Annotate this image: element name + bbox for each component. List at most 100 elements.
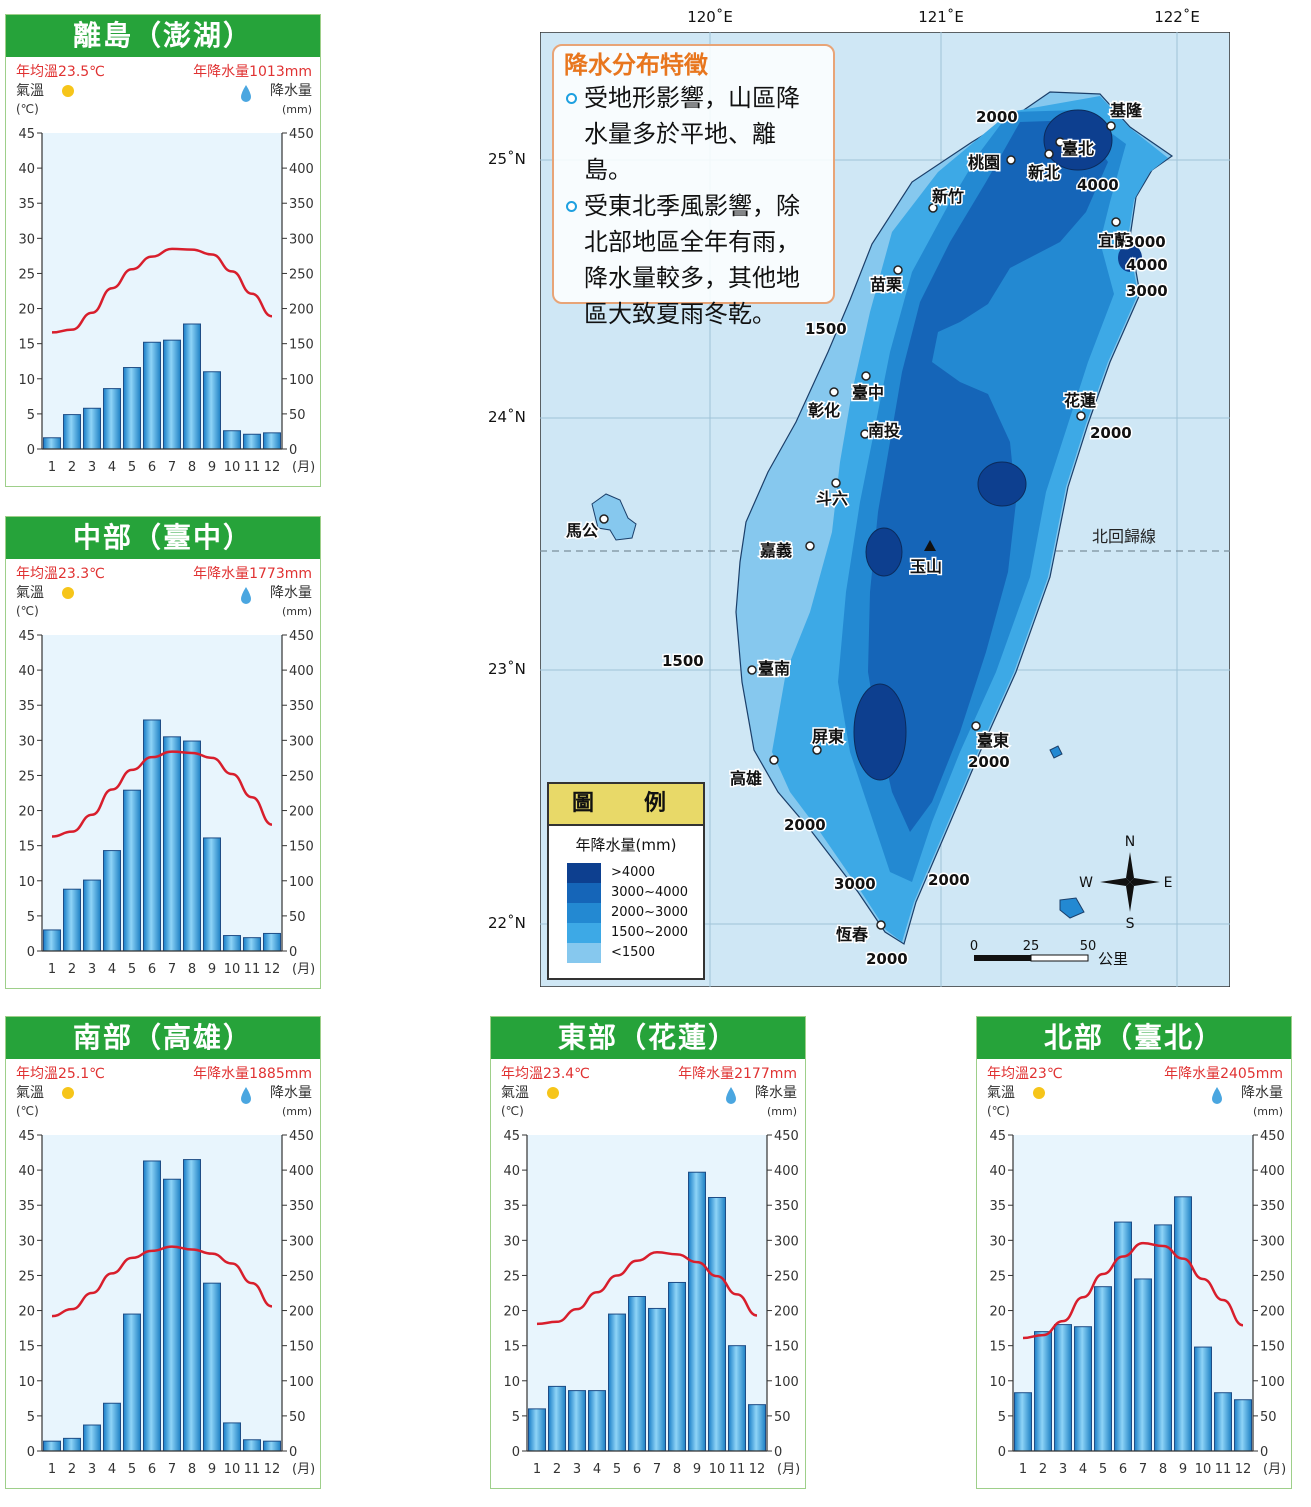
city-label: 南投: [868, 421, 900, 440]
precip-bar: [263, 932, 281, 952]
temp-tick-label: 45: [18, 1129, 35, 1144]
month-tick-label: 11: [244, 1462, 261, 1477]
climate-panel-taichung: 中部（臺中） 年均溫23.3℃ 年降水量1773mm 氣溫 (℃) 降水量 (mm) 0 5 1…: [5, 516, 321, 989]
city-marker: [829, 387, 839, 397]
month-tick-label: 3: [88, 1462, 96, 1477]
precip-bar: [103, 1402, 121, 1452]
info-text: 受地形影響，山區降水量多於平地、離島。: [584, 84, 800, 184]
city-marker: [769, 755, 779, 765]
temp-tick-label: 0: [512, 1445, 520, 1460]
temp-tick-label: 30: [18, 1234, 35, 1249]
precip-unit-label: (mm): [282, 605, 312, 618]
precip-bar: [1174, 1196, 1192, 1452]
precipitation-map: 基隆 臺北 新北 桃園 新竹 宜蘭 苗栗 臺中 彰化 南投 花蓮 斗六 嘉義 玉山 臺南 高雄 屏東 臺東 恆春 馬公…: [540, 32, 1230, 987]
precip-bar: [243, 433, 261, 450]
precip-bar: [183, 323, 201, 450]
precip-bar: [143, 1160, 161, 1452]
precip-tick-label: 100: [1260, 1375, 1285, 1390]
plot-area: [42, 635, 282, 951]
precip-tick-label: 200: [289, 805, 314, 820]
temp-unit-label: (℃): [16, 102, 39, 116]
month-tick-label: 8: [188, 962, 196, 977]
annual-temp-label: 年均溫23.5℃: [16, 64, 105, 80]
annual-precip-label: 年降水量1013mm: [193, 64, 312, 80]
temp-tick-label: 20: [989, 1305, 1006, 1320]
legend-subtitle: 年降水量(mm): [575, 836, 677, 854]
city-label: 新北: [1028, 163, 1060, 182]
legend-rows: >4000 3000~4000 2000~3000 1500~2000 <1500: [549, 863, 703, 963]
climograph-hualien: 年均溫23.4℃ 年降水量2177mm氣溫(℃)降水量(mm)0510152025…: [501, 1066, 800, 1477]
month-tick-label: 8: [188, 1462, 196, 1477]
city-label: 新竹: [932, 187, 964, 206]
climograph-taipei: 年均溫23℃ 年降水量2405mm氣溫(℃)降水量(mm)051015202530…: [987, 1066, 1286, 1477]
longitude-label: 121˚E: [918, 8, 964, 26]
precip-tick-label: 100: [289, 875, 314, 890]
month-tick-label: 3: [573, 1462, 581, 1477]
city-marker: [805, 541, 815, 551]
precip-bar: [163, 736, 181, 952]
month-tick-label: 8: [1159, 1462, 1167, 1477]
annual-temp-label: 年均溫23.3℃: [16, 566, 105, 582]
city-label: 臺中: [852, 383, 884, 402]
precip-bar: [183, 1159, 201, 1452]
precip-tick-label: 450: [289, 1129, 314, 1144]
panel-title: 東部（花蓮）: [491, 1017, 805, 1059]
city-marker: [812, 745, 822, 755]
climograph-kaohsiung: 年均溫25.1℃ 年降水量1885mm氣溫(℃)降水量(mm)0510152025…: [16, 1066, 315, 1477]
temp-unit-label: (℃): [16, 1104, 39, 1118]
temp-tick-label: 20: [18, 805, 35, 820]
zone-over-4000-north: [1043, 109, 1113, 171]
month-tick-label: 1: [1019, 1462, 1027, 1477]
month-tick-label: 5: [613, 1462, 621, 1477]
precip-tick-label: 400: [289, 162, 314, 177]
panel-title: 中部（臺中）: [6, 517, 320, 559]
precip-bar: [83, 879, 101, 952]
month-tick-label: 3: [88, 460, 96, 475]
temp-tick-label: 10: [18, 875, 35, 890]
month-axis-label: (月): [1263, 1462, 1286, 1477]
month-tick-label: 6: [148, 1462, 156, 1477]
precip-bar: [1014, 1392, 1032, 1452]
precip-tick-label: 300: [289, 1234, 314, 1249]
legend-label: 1500~2000: [611, 925, 689, 940]
raindrop-icon: [241, 1087, 251, 1104]
month-tick-label: 9: [208, 962, 216, 977]
precip-tick-label: 250: [289, 1269, 314, 1284]
sun-icon: [62, 1087, 74, 1099]
compass-needle: [1100, 878, 1130, 886]
precip-tick-label: 100: [289, 1375, 314, 1390]
month-tick-label: 7: [168, 962, 176, 977]
legend-swatch: [567, 863, 601, 883]
scale-unit-label: 公里: [1098, 950, 1128, 968]
compass-needle: [1126, 852, 1134, 882]
precip-bar: [143, 341, 161, 450]
precip-tick-label: 400: [289, 664, 314, 679]
contour-label: 2000: [928, 871, 970, 889]
contour-label: 2000: [866, 950, 908, 968]
legend-label: >4000: [611, 865, 655, 880]
precip-axis-label: 降水量: [270, 1085, 312, 1101]
precip-tick-label: 250: [1260, 1269, 1285, 1284]
month-tick-label: 9: [208, 460, 216, 475]
legend-row: >4000: [549, 863, 703, 883]
zone-over-4000-yushan: [865, 527, 903, 577]
month-tick-label: 10: [224, 460, 241, 475]
month-tick-label: 9: [693, 1462, 701, 1477]
month-tick-label: 9: [208, 1462, 216, 1477]
month-tick-label: 6: [148, 962, 156, 977]
month-tick-label: 5: [128, 962, 136, 977]
compass-label: W: [1079, 875, 1093, 891]
contour-label: 4000: [1077, 176, 1119, 194]
month-tick-label: 6: [633, 1462, 641, 1477]
month-tick-label: 7: [168, 460, 176, 475]
month-tick-label: 11: [244, 962, 261, 977]
precip-bar: [123, 789, 141, 952]
annual-precip-label: 年降水量1773mm: [193, 566, 312, 582]
precip-tick-label: 150: [289, 840, 314, 855]
precip-axis-label: 降水量: [270, 585, 312, 601]
annual-temp-label: 年均溫23.4℃: [501, 1066, 590, 1082]
contour-label: 3000: [834, 875, 876, 893]
month-tick-label: 8: [188, 460, 196, 475]
temp-tick-label: 40: [18, 664, 35, 679]
panel-title: 南部（高雄）: [6, 1017, 320, 1059]
